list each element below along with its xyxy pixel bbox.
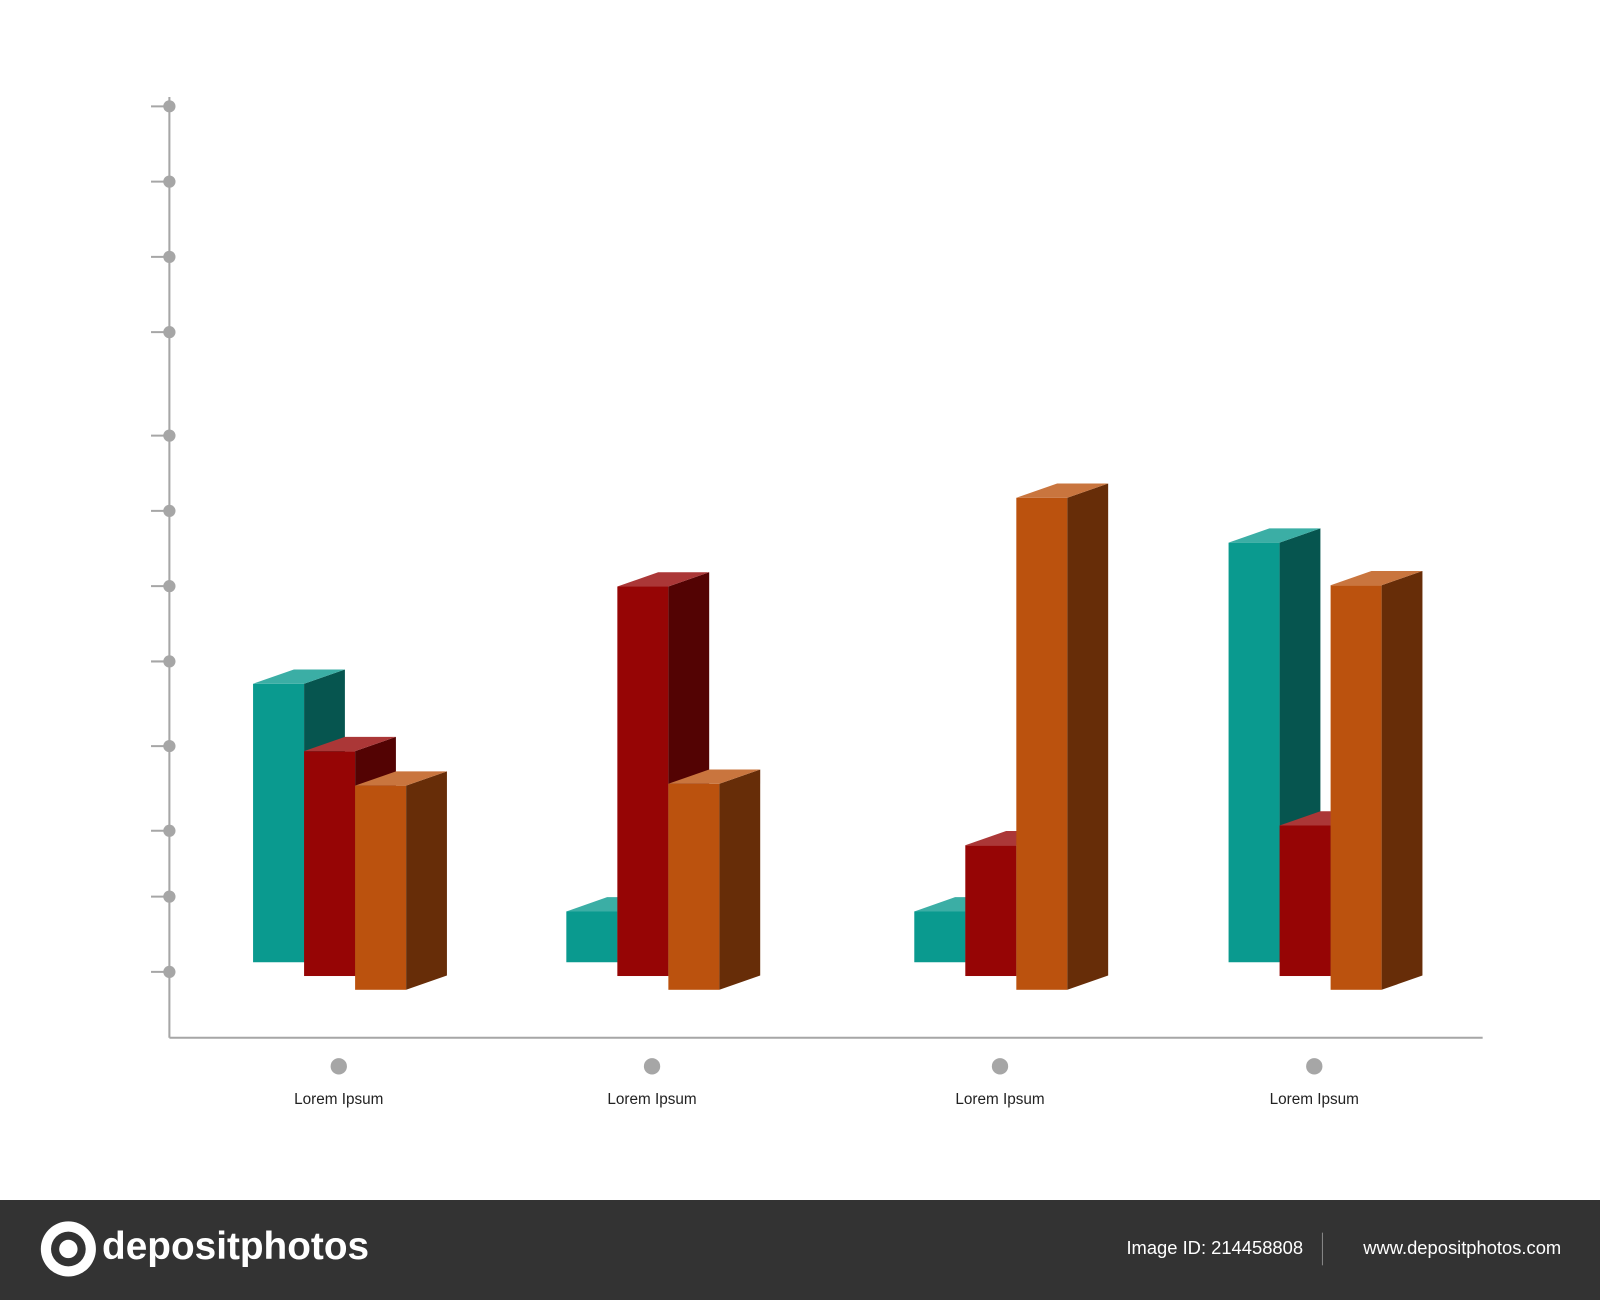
footer-site: www.depositphotos.com (1362, 1237, 1561, 1258)
bar-front (355, 785, 407, 990)
x-tick-dot (991, 1058, 1009, 1075)
x-tick-dot (643, 1058, 661, 1075)
y-tick-dot (163, 250, 176, 263)
y-tick-dot (163, 580, 176, 593)
y-tick-dot (163, 326, 176, 339)
y-tick-dot (163, 655, 176, 668)
bar-front (668, 783, 720, 990)
bar-top (617, 572, 710, 587)
bar-front (1330, 585, 1382, 990)
bar-front (253, 683, 305, 963)
y-tick-dot (163, 739, 176, 753)
bar-front (1279, 825, 1331, 977)
y-tick-dot (163, 100, 176, 113)
bar-side (1067, 483, 1109, 990)
bar-top (253, 669, 345, 684)
bar-top (355, 771, 447, 786)
y-tick-dot (163, 890, 176, 903)
bar-side (406, 771, 447, 990)
x-tick-label: Lorem Ipsum (955, 1091, 1044, 1108)
y-tick-dot (163, 175, 176, 188)
bar-front (617, 586, 669, 977)
y-tick-dot (163, 504, 176, 518)
bar-top (668, 769, 761, 784)
logo-lens (59, 1239, 78, 1259)
bar-side (719, 769, 761, 990)
bar-front (304, 751, 356, 977)
x-tick-label: Lorem Ipsum (1270, 1091, 1359, 1108)
bar-front (965, 845, 1017, 977)
y-tick-dot (163, 429, 176, 442)
bar-front (1228, 542, 1280, 963)
bar-front (566, 911, 618, 963)
y-tick-dot (163, 824, 176, 837)
x-tick-label: Lorem Ipsum (607, 1091, 696, 1108)
x-tick-label: Lorem Ipsum (294, 1091, 383, 1108)
x-tick-dot (1306, 1058, 1323, 1075)
bar-front (1016, 497, 1068, 990)
bar-side (1381, 570, 1423, 990)
x-tick-dot (330, 1058, 347, 1075)
bar-top (1330, 570, 1423, 586)
footer-brand: depositphotos (102, 1225, 369, 1268)
bar-top (1228, 528, 1321, 543)
bar-front (914, 911, 966, 963)
footer-image-id: Image ID: 214458808 (1126, 1237, 1303, 1258)
bar-top (1016, 483, 1109, 498)
bar-top (304, 736, 396, 752)
footer-bar (0, 1200, 1600, 1300)
y-tick-dot (163, 965, 176, 979)
